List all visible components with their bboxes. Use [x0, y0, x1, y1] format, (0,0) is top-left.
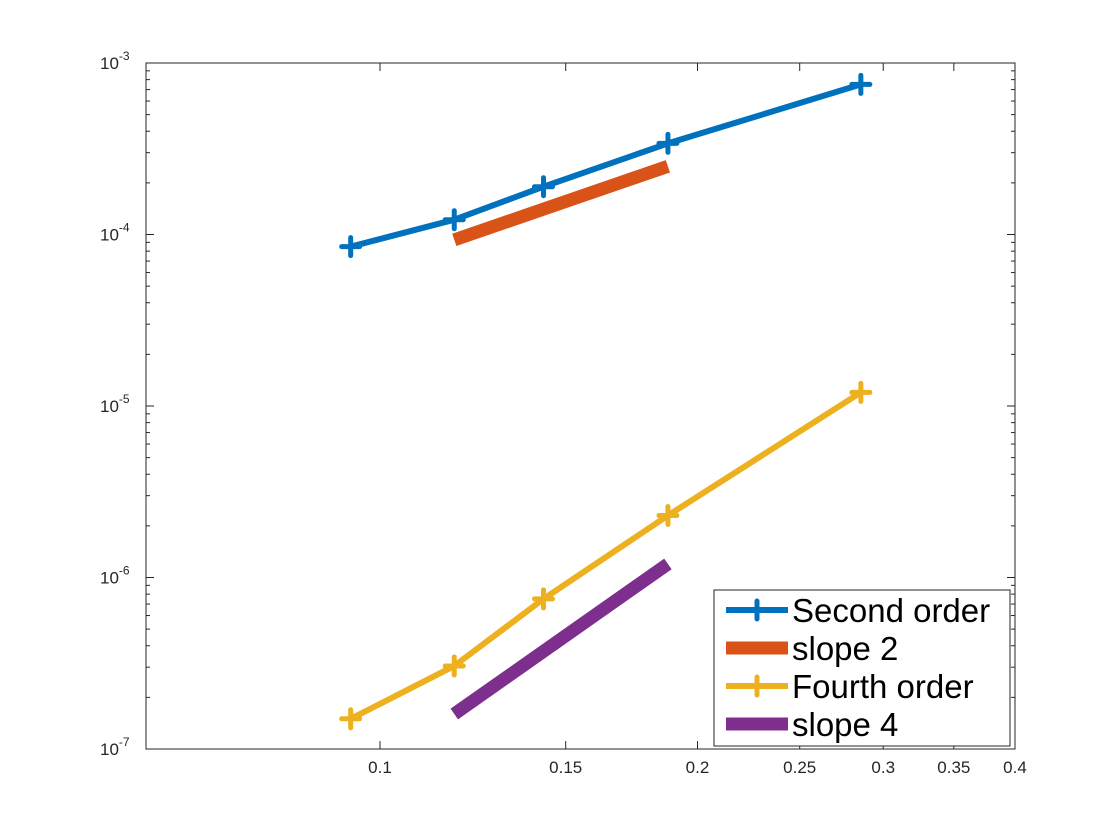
y-tick-exponent: -4	[119, 221, 130, 235]
data-point-marker	[442, 654, 466, 678]
legend-marker	[745, 598, 769, 622]
data-point-marker	[849, 380, 873, 404]
x-tick-label: 0.4	[1003, 758, 1027, 777]
legend-entry: Second order	[726, 592, 990, 629]
data-point-marker	[442, 208, 466, 232]
series-line	[452, 160, 671, 247]
series-line	[450, 558, 672, 720]
y-tick-label: 10-5	[100, 392, 130, 416]
y-tick-exponent: -7	[119, 735, 130, 749]
series-slope-4	[450, 558, 672, 720]
data-point-marker	[339, 707, 363, 731]
series-layer	[339, 72, 873, 731]
y-tick-exponent: -3	[119, 49, 130, 63]
y-axis: 10-710-610-510-410-3	[100, 49, 1015, 759]
legend-label: slope 4	[792, 706, 898, 743]
legend-label: Fourth order	[792, 668, 974, 705]
data-point-marker	[849, 72, 873, 96]
x-tick-label: 0.15	[549, 758, 582, 777]
y-tick-label: 10-4	[100, 221, 130, 245]
y-tick-label: 10-7	[100, 735, 130, 759]
data-point-marker	[532, 587, 556, 611]
series-fourth-order	[339, 380, 873, 731]
x-tick-label: 0.1	[368, 758, 392, 777]
legend-entry: Fourth order	[726, 668, 974, 705]
series-second-order	[339, 72, 873, 259]
legend-label: slope 2	[792, 630, 898, 667]
legend-entry: slope 2	[726, 630, 898, 667]
y-tick-base: 10	[100, 740, 119, 759]
y-tick-base: 10	[100, 226, 119, 245]
x-tick-label: 0.2	[686, 758, 710, 777]
x-tick-label: 0.25	[783, 758, 816, 777]
legend-label: Second order	[792, 592, 990, 629]
x-tick-label: 0.3	[871, 758, 895, 777]
legend-marker	[745, 674, 769, 698]
y-tick-base: 10	[100, 397, 119, 416]
y-tick-base: 10	[100, 54, 119, 73]
y-tick-exponent: -6	[119, 564, 130, 578]
y-tick-label: 10-3	[100, 49, 130, 73]
data-point-marker	[656, 503, 680, 527]
x-tick-label: 0.35	[937, 758, 970, 777]
y-tick-exponent: -5	[119, 392, 130, 406]
data-point-marker	[339, 235, 363, 259]
y-tick-label: 10-6	[100, 564, 130, 588]
series-slope-2	[452, 160, 671, 247]
data-point-marker	[532, 175, 556, 199]
data-point-marker	[656, 131, 680, 155]
y-tick-base: 10	[100, 569, 119, 588]
legend-entry: slope 4	[726, 706, 898, 743]
